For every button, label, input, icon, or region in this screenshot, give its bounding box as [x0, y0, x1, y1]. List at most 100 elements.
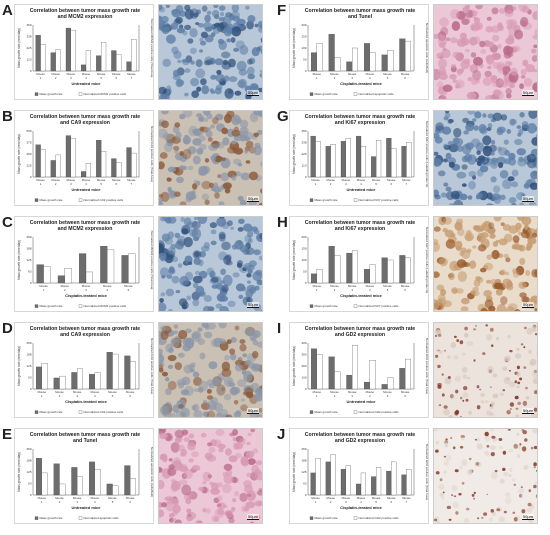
- legend-label: Mass growth rate: [40, 92, 63, 96]
- category-number: 6: [116, 182, 118, 186]
- cell-nucleus: [511, 181, 519, 188]
- category-label: Mouse: [383, 72, 392, 76]
- cell-nucleus: [523, 183, 530, 189]
- cell-nucleus: [486, 444, 490, 448]
- cell-nucleus: [210, 487, 220, 495]
- cell-nucleus: [476, 405, 481, 410]
- cell-nucleus: [175, 410, 184, 417]
- legend-swatch: [34, 198, 39, 202]
- category-label: Mouse: [342, 178, 351, 182]
- cell-nucleus: [204, 199, 210, 205]
- cell-nucleus: [525, 270, 531, 276]
- cell-nucleus: [530, 170, 537, 180]
- chart-title: and GD2 expression: [335, 332, 385, 338]
- cell-nucleus: [491, 344, 494, 347]
- cell-nucleus: [440, 26, 449, 36]
- cell-nucleus: [192, 275, 203, 284]
- category-number: 5: [375, 182, 377, 186]
- cell-nucleus: [456, 10, 466, 20]
- cell-nucleus: [484, 435, 491, 442]
- cell-nucleus: [491, 193, 501, 201]
- cell-nucleus: [461, 164, 468, 170]
- cell-nucleus: [510, 67, 518, 76]
- cell-nucleus: [476, 150, 481, 155]
- cell-nucleus: [459, 416, 462, 417]
- cell-nucleus: [459, 340, 464, 345]
- category-number: 1: [43, 288, 45, 292]
- cell-nucleus: [255, 269, 262, 276]
- cell-nucleus: [169, 269, 175, 274]
- cell-nucleus: [159, 21, 170, 33]
- cell-nucleus: [485, 26, 493, 33]
- cell-nucleus: [486, 192, 493, 200]
- y2-axis-label: Normalized apoptotic cells (cells/field): [425, 23, 429, 73]
- category-label: Mouse: [383, 284, 392, 288]
- cell-nucleus: [259, 309, 262, 311]
- cell-nucleus: [523, 78, 533, 87]
- y2-axis-label: Normalized CA9 positive cells (Total Are…: [150, 126, 154, 182]
- cell-nucleus: [256, 413, 262, 417]
- cell-nucleus: [506, 46, 514, 54]
- legend-swatch: [34, 92, 39, 96]
- cell-nucleus: [203, 22, 212, 30]
- cell-nucleus: [195, 22, 200, 26]
- cell-nucleus: [496, 156, 506, 165]
- chart-title: Correlation between tumor mass growth ra…: [30, 432, 141, 438]
- cell-nucleus: [518, 493, 523, 498]
- y-tick-label: 450: [26, 23, 31, 27]
- cell-nucleus: [518, 281, 527, 289]
- cell-nucleus: [450, 436, 453, 440]
- cell-nucleus: [487, 365, 494, 374]
- cell-nucleus: [235, 40, 245, 49]
- cell-nucleus: [485, 324, 488, 327]
- cell-nucleus: [519, 83, 524, 90]
- cell-nucleus: [183, 468, 193, 479]
- cell-nucleus: [439, 350, 443, 354]
- cell-nucleus: [239, 127, 249, 134]
- cell-nucleus: [475, 324, 477, 327]
- cell-nucleus: [465, 398, 469, 402]
- category-number: 5: [387, 288, 389, 292]
- legend-swatch: [353, 92, 358, 96]
- bar-normalized-cells: [70, 138, 76, 178]
- y-tick-label: 100: [301, 376, 306, 380]
- cell-nucleus: [159, 302, 167, 311]
- cell-nucleus: [167, 364, 173, 369]
- cell-nucleus: [221, 51, 231, 59]
- cell-nucleus: [509, 118, 516, 126]
- cell-nucleus: [445, 438, 448, 441]
- cell-nucleus: [226, 38, 232, 43]
- cell-nucleus: [532, 232, 537, 238]
- cell-nucleus: [533, 370, 537, 374]
- cell-nucleus: [521, 509, 526, 514]
- micrograph-svg: [434, 111, 537, 205]
- cell-nucleus: [202, 400, 208, 404]
- panel-letter: I: [277, 320, 282, 337]
- cell-nucleus: [161, 120, 169, 129]
- cell-nucleus: [469, 260, 477, 269]
- category-label: Mouse: [387, 178, 396, 182]
- y-tick-label: 113: [27, 58, 32, 62]
- y-tick-label: 250: [301, 447, 306, 451]
- cell-nucleus: [160, 325, 166, 332]
- cell-nucleus: [508, 370, 511, 372]
- cell-nucleus: [442, 158, 449, 163]
- cell-nucleus: [159, 298, 164, 303]
- category-label: Mouse: [330, 284, 339, 288]
- y-axis-label: Mass growth rate (mm³/day): [292, 452, 296, 492]
- scale-bar: 50µm: [521, 408, 534, 414]
- y-tick-label: 200: [301, 235, 306, 239]
- cell-nucleus: [217, 509, 225, 515]
- y2-axis-label: Normalized Ki67 positive cells (Labellin…: [425, 227, 429, 293]
- cell-nucleus: [245, 160, 251, 164]
- cell-nucleus: [534, 53, 537, 60]
- cell-nucleus: [224, 448, 232, 456]
- cell-nucleus: [464, 517, 470, 523]
- cell-nucleus: [483, 512, 488, 516]
- legend-swatch: [78, 304, 83, 308]
- cell-nucleus: [448, 143, 459, 153]
- cell-nucleus: [471, 493, 475, 497]
- category-number: 1: [41, 500, 43, 504]
- y-tick-label: 225: [26, 46, 31, 50]
- cell-nucleus: [246, 284, 257, 292]
